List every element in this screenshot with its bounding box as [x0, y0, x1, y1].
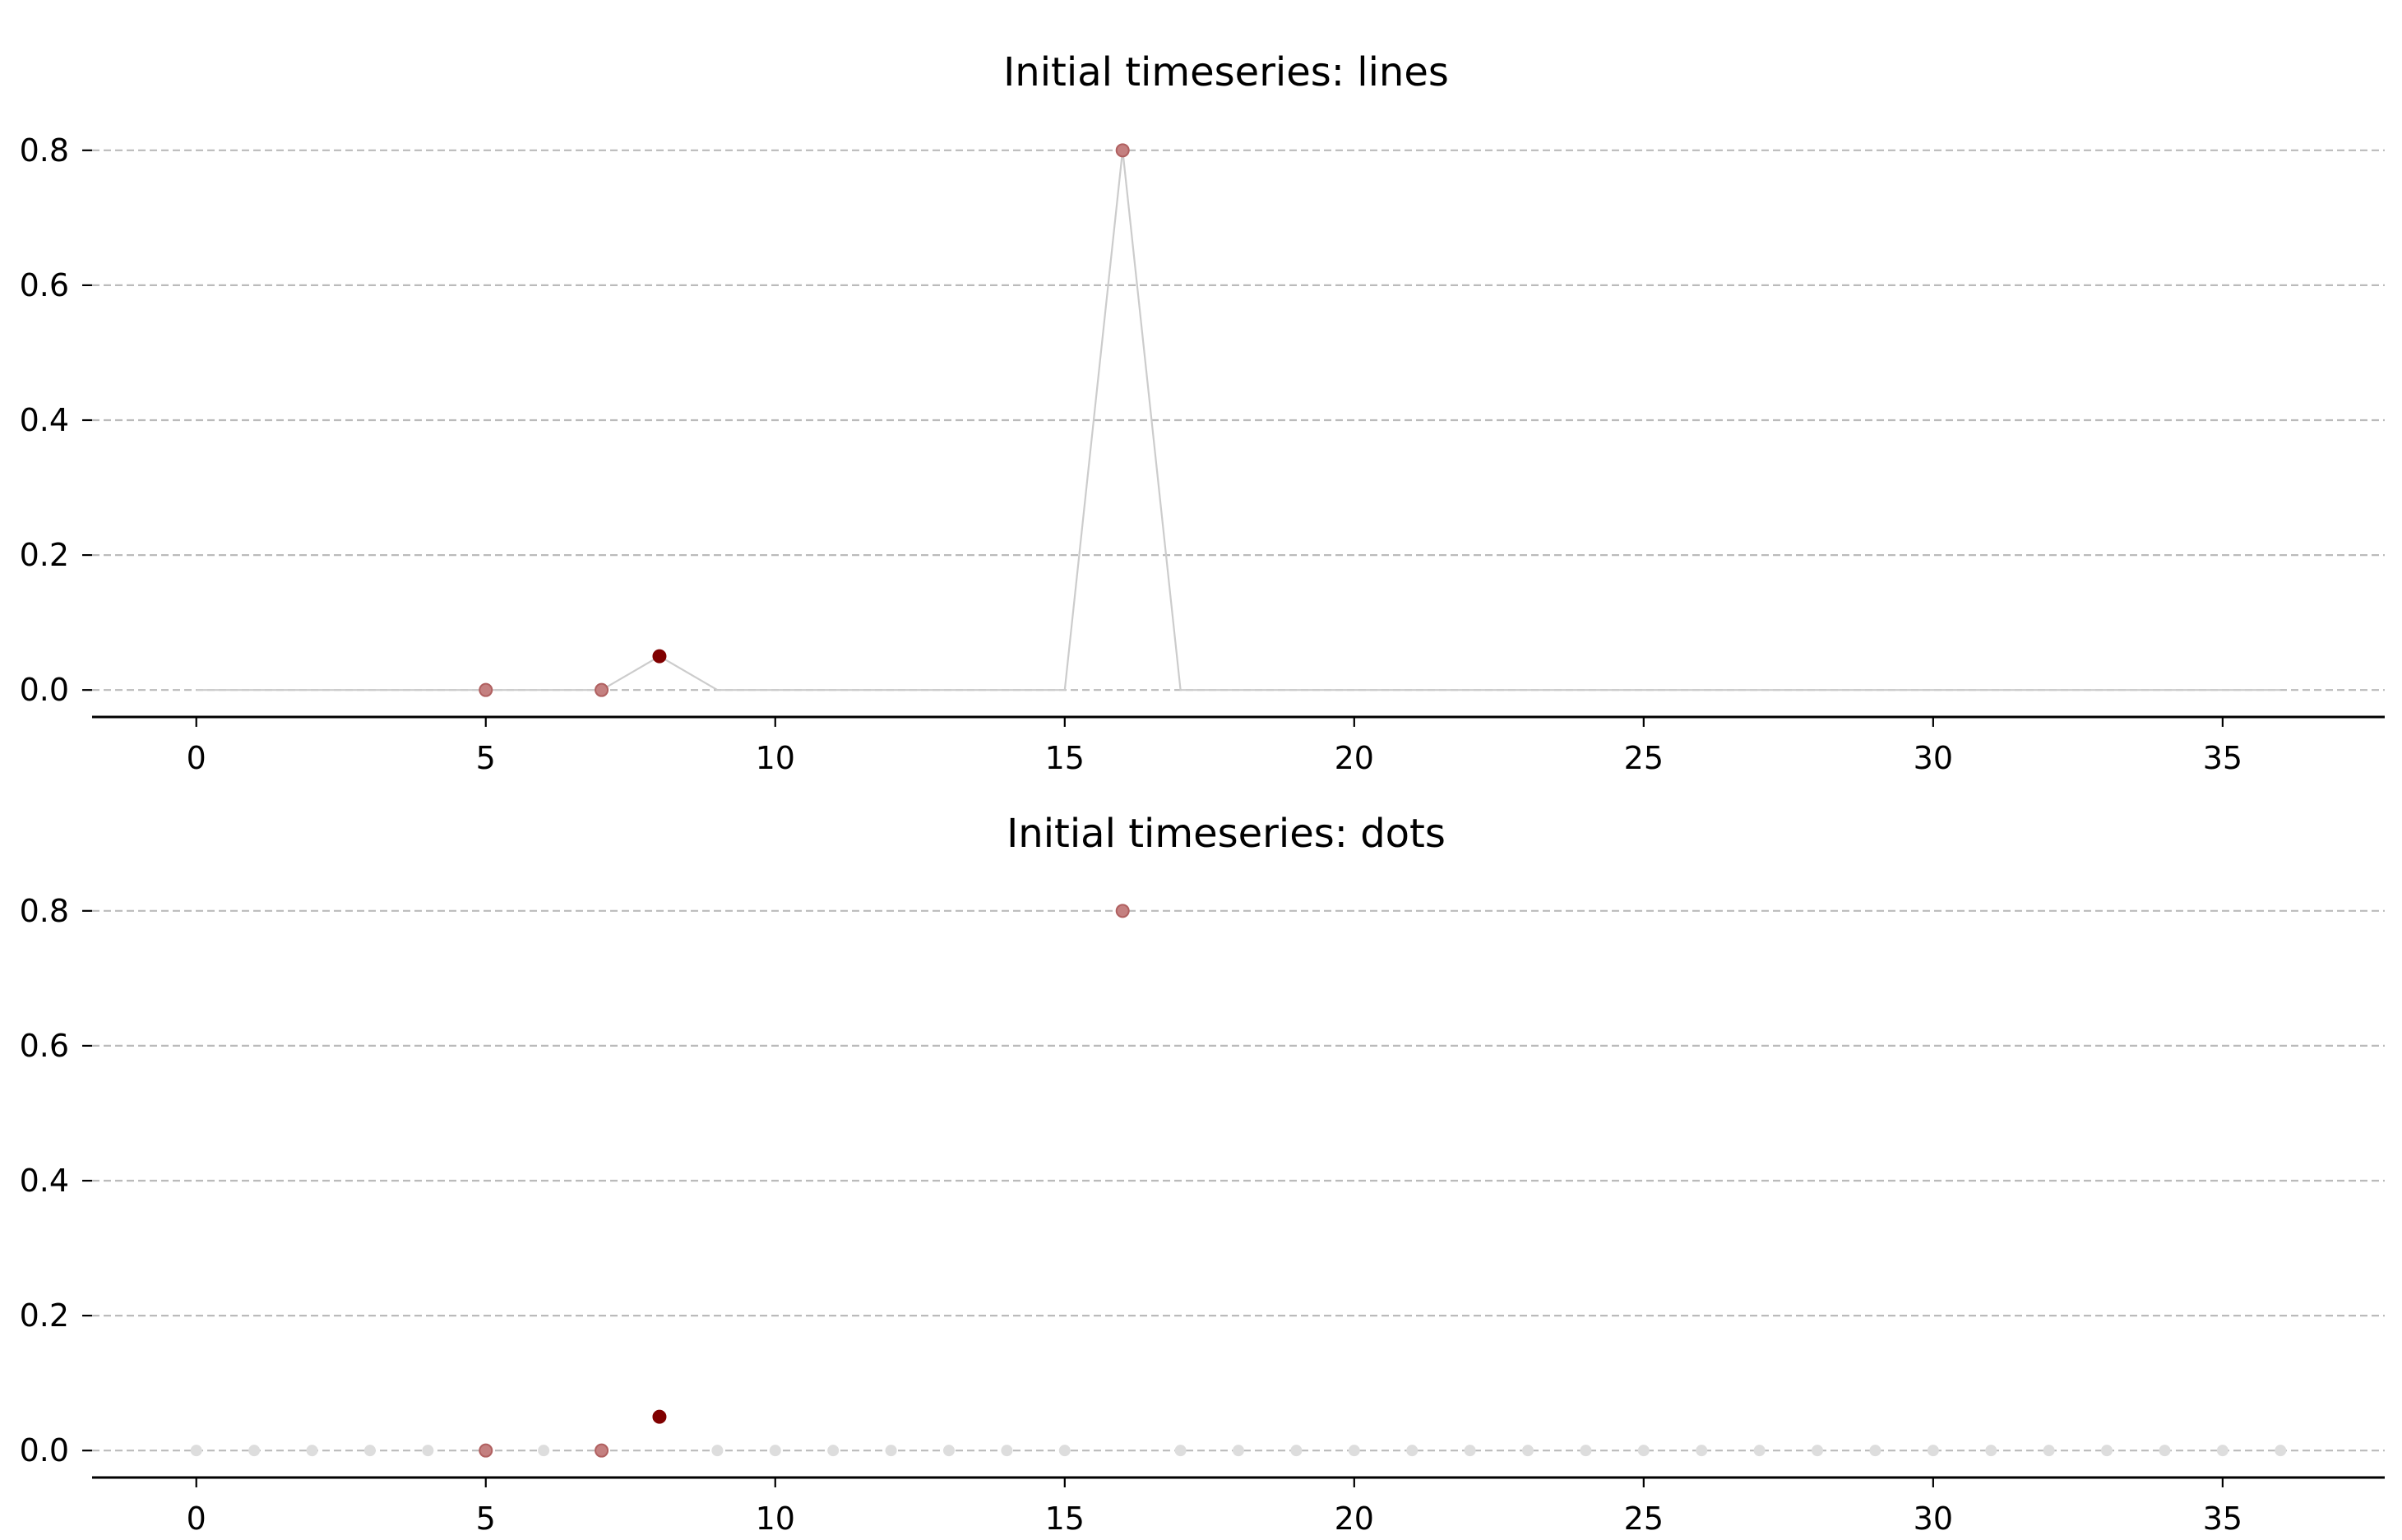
y-tick-label: 0.8: [20, 132, 69, 169]
data-point: [711, 1445, 724, 1457]
y-tick-label: 0.0: [20, 672, 69, 708]
data-point: [306, 1445, 318, 1457]
data-point: [1696, 1445, 1708, 1457]
data-point: [363, 1445, 376, 1457]
series-line: [196, 150, 2281, 691]
data-point: [1406, 1445, 1419, 1457]
x-tick-label: 15: [1045, 740, 1085, 776]
y-tick-label: 0.2: [20, 537, 69, 573]
data-point: [1464, 1445, 1476, 1457]
data-point: [769, 1445, 781, 1457]
highlight-point-solid: [652, 1409, 667, 1424]
x-tick-label: 20: [1335, 740, 1374, 776]
data-point: [2101, 1445, 2113, 1457]
highlight-point-faded: [479, 1443, 493, 1458]
highlight-point-faded: [595, 1443, 609, 1458]
chart-panel-lines: Initial timeseries: lines 0.0 0.2 0.4 0.6 0.8…: [20, 49, 2385, 776]
data-point: [2043, 1445, 2055, 1457]
x-tick-label: 15: [1045, 1501, 1085, 1537]
highlight-point-faded: [1115, 143, 1130, 158]
data-point: [1927, 1445, 1939, 1457]
data-point: [1812, 1445, 1824, 1457]
y-tick-label: 0.2: [20, 1297, 69, 1334]
data-point: [885, 1445, 897, 1457]
data-point: [1637, 1445, 1650, 1457]
data-point: [827, 1445, 840, 1457]
data-point: [1348, 1445, 1360, 1457]
highlight-point-solid: [652, 649, 667, 664]
data-point: [1522, 1445, 1534, 1457]
y-tick-label: 0.6: [20, 1028, 69, 1064]
x-tick-label: 5: [476, 1501, 496, 1537]
chart-title: Initial timeseries: lines: [1003, 49, 1449, 95]
chart-panel-dots: Initial timeseries: dots 0.0 0.2 0.4 0.6 0.8 0…: [20, 811, 2385, 1537]
data-point: [1580, 1445, 1592, 1457]
data-point: [1985, 1445, 1997, 1457]
highlight-point-faded: [1115, 904, 1130, 918]
x-tick-label: 25: [1624, 1501, 1664, 1537]
data-point: [2275, 1445, 2287, 1457]
x-tick-label: 0: [187, 1501, 206, 1537]
data-point: [1290, 1445, 1303, 1457]
x-tick-label: 35: [2203, 1501, 2242, 1537]
data-point: [248, 1445, 261, 1457]
y-tick-label: 0.8: [20, 893, 69, 929]
data-point: [1869, 1445, 1881, 1457]
data-point: [1058, 1445, 1071, 1457]
data-point: [942, 1445, 955, 1457]
data-point: [1001, 1445, 1013, 1457]
data-point: [1233, 1445, 1244, 1457]
y-tick-label: 0.4: [20, 402, 69, 438]
data-point: [1174, 1445, 1187, 1457]
x-tick-label: 30: [1914, 1501, 1953, 1537]
x-tick-label: 5: [476, 740, 496, 776]
highlight-point-faded: [595, 682, 609, 697]
x-tick-label: 35: [2203, 740, 2242, 776]
y-tick-label: 0.4: [20, 1163, 69, 1199]
chart-title: Initial timeseries: dots: [1007, 811, 1446, 857]
x-tick-label: 30: [1914, 740, 1953, 776]
data-point: [422, 1445, 434, 1457]
highlight-point-faded: [479, 682, 493, 697]
data-point: [2159, 1445, 2171, 1457]
data-point: [2216, 1445, 2228, 1457]
x-tick-label: 25: [1624, 740, 1664, 776]
y-tick-label: 0.0: [20, 1432, 69, 1468]
x-tick-label: 10: [756, 740, 795, 776]
x-tick-label: 0: [187, 740, 206, 776]
data-point: [538, 1445, 550, 1457]
y-tick-label: 0.6: [20, 267, 69, 303]
data-point: [1753, 1445, 1766, 1457]
x-tick-label: 10: [756, 1501, 795, 1537]
x-tick-label: 20: [1335, 1501, 1374, 1537]
data-point: [190, 1445, 202, 1457]
